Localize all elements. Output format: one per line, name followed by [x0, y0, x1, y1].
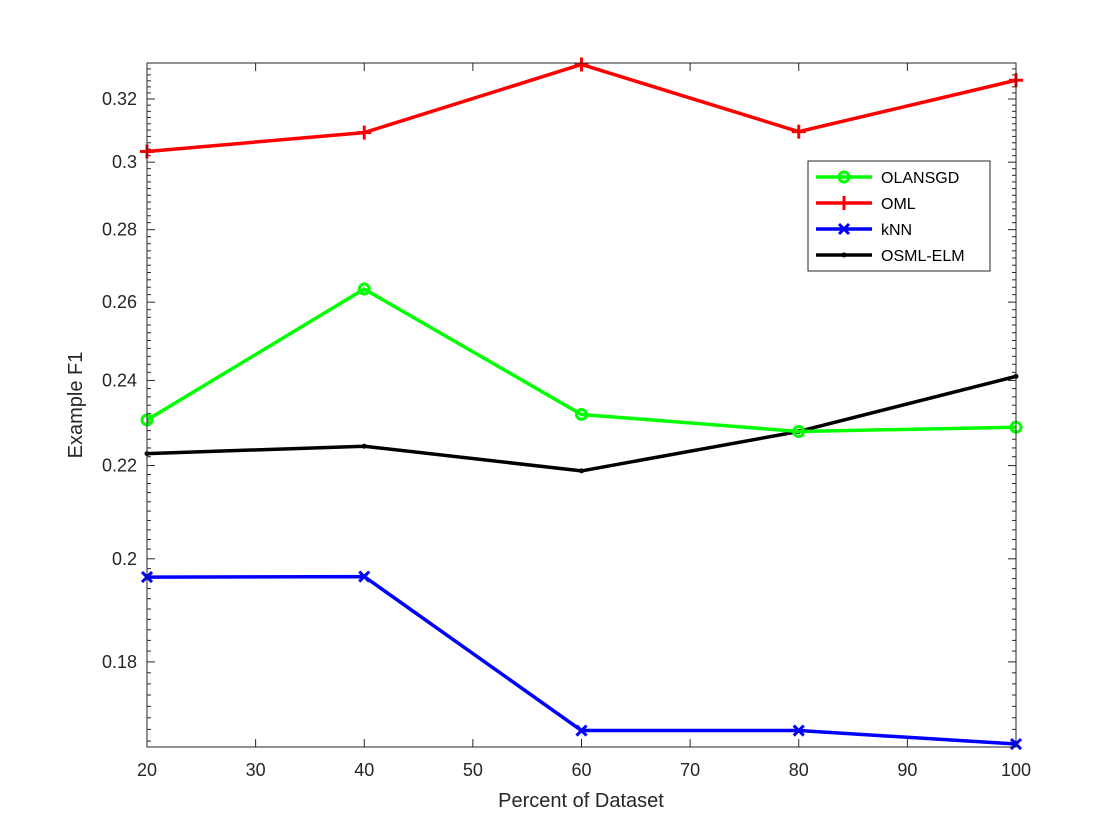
x-tick-label: 90	[897, 760, 917, 780]
x-tick-label: 100	[1001, 760, 1031, 780]
data-point	[357, 125, 372, 140]
data-point	[358, 570, 371, 583]
data-point	[837, 222, 851, 236]
data-point	[837, 170, 851, 184]
legend-label: kNN	[881, 222, 912, 239]
x-tick-labels: 20 30 40 50 60 70 80 90 100	[137, 760, 1031, 780]
data-point	[574, 57, 589, 72]
data-point	[575, 407, 588, 421]
y-tick-label: 0.3	[112, 152, 137, 172]
x-tick-label: 30	[246, 760, 266, 780]
data-point	[841, 252, 847, 258]
legend-label: OSML-ELM	[881, 248, 965, 265]
y-tick-label: 0.32	[102, 89, 137, 109]
x-tick-label: 80	[789, 760, 809, 780]
x-tick-label: 20	[137, 760, 157, 780]
y-tick-label: 0.26	[102, 292, 137, 312]
data-point	[357, 282, 371, 296]
legend: OLANSGD OML kNN OSML-ELM	[807, 160, 991, 272]
y-tick-label: 0.18	[102, 652, 137, 672]
legend-item: OML	[816, 196, 916, 213]
x-tick-label: 60	[571, 760, 591, 780]
legend-label: OLANSGD	[881, 170, 959, 187]
legend-label: OML	[881, 196, 916, 213]
y-axis-label: Example F1	[65, 352, 87, 459]
legend-item: OLANSGD	[816, 170, 959, 187]
legend-item: OSML-ELM	[816, 248, 965, 265]
x-axis-label: Percent of Dataset	[498, 790, 664, 812]
data-point	[575, 724, 588, 737]
data-point	[792, 724, 805, 737]
y-tick-label: 0.22	[102, 456, 137, 476]
series-line	[146, 287, 1017, 434]
plot-frame	[146, 62, 1017, 748]
data-point	[792, 424, 806, 438]
y-tick-label: 0.24	[102, 370, 137, 390]
x-tick-label: 50	[463, 760, 483, 780]
y-tick-label: 0.2	[112, 549, 137, 569]
x-tick-label: 70	[680, 760, 700, 780]
data-point	[579, 468, 584, 474]
legend-item: kNN	[816, 222, 912, 239]
data-point	[361, 443, 367, 449]
y-tick-label: 0.28	[102, 220, 137, 240]
data-point	[837, 196, 851, 210]
y-tick-labels: 0.18 0.2 0.22 0.24 0.26 0.28 0.3 0.32	[102, 89, 137, 672]
x-tick-label: 40	[354, 760, 374, 780]
data-point	[791, 124, 806, 139]
